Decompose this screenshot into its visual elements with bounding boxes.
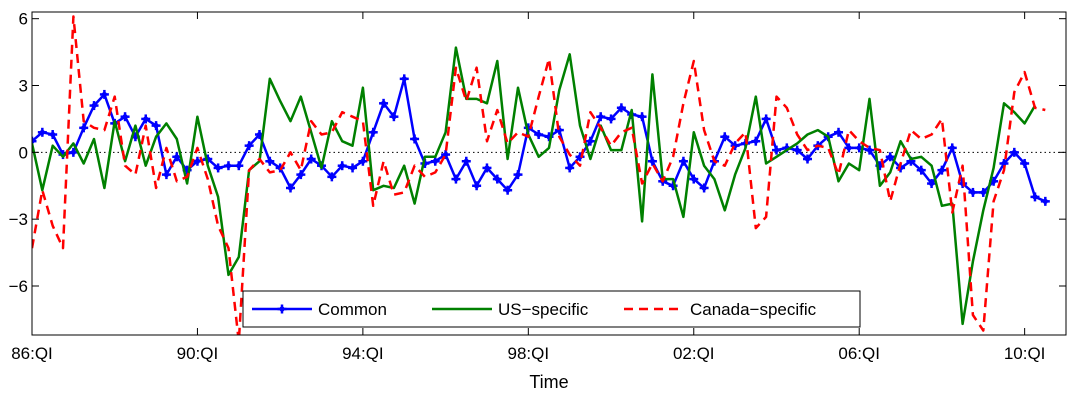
series-marker-0-29 bbox=[327, 172, 337, 182]
series-marker-0-19 bbox=[223, 161, 233, 171]
series-marker-0-92 bbox=[978, 187, 988, 197]
legend-label-2: Canada−specific bbox=[690, 300, 817, 319]
series-line-1 bbox=[32, 46, 1037, 326]
legend-box bbox=[242, 290, 861, 328]
series-marker-0-35 bbox=[389, 112, 399, 122]
legend: Common US−specific Canada−specific bbox=[242, 290, 861, 328]
series-marker-0-25 bbox=[286, 183, 295, 193]
series-marker-0-21 bbox=[244, 141, 254, 151]
series-marker-0-49 bbox=[534, 130, 544, 140]
series-marker-0-16 bbox=[192, 156, 202, 166]
x-tick-label: 06:QI bbox=[838, 344, 880, 363]
series-marker-0-98 bbox=[1040, 196, 1050, 206]
series-marker-0-59 bbox=[637, 112, 647, 122]
series-marker-0-23 bbox=[265, 156, 275, 166]
series-marker-0-56 bbox=[606, 114, 616, 124]
series-marker-0-31 bbox=[348, 163, 358, 173]
legend-marker-0 bbox=[277, 304, 287, 314]
series-marker-0-26 bbox=[296, 170, 306, 180]
series-marker-0-65 bbox=[699, 183, 709, 193]
x-tick-label: 98:QI bbox=[508, 344, 550, 363]
series-marker-0-12 bbox=[151, 121, 161, 131]
series-marker-0-72 bbox=[771, 145, 781, 155]
series-marker-0-78 bbox=[834, 127, 844, 137]
series-marker-0-6 bbox=[89, 101, 99, 111]
x-tick-label: 86:QI bbox=[11, 344, 53, 363]
series-marker-0-34 bbox=[379, 98, 389, 108]
legend-label-0: Common bbox=[318, 300, 387, 319]
series-marker-0-39 bbox=[430, 156, 440, 166]
series-marker-0-37 bbox=[410, 134, 420, 144]
series-marker-0-47 bbox=[513, 170, 523, 180]
series-marker-0-41 bbox=[451, 174, 461, 184]
y-tick-label: −3 bbox=[9, 210, 28, 229]
series-marker-0-11 bbox=[141, 114, 151, 124]
series-marker-0-83 bbox=[885, 152, 895, 162]
series-marker-0-4 bbox=[68, 147, 78, 157]
series-marker-0-20 bbox=[234, 161, 244, 171]
series-marker-0-86 bbox=[916, 165, 926, 175]
series-marker-0-32 bbox=[358, 156, 368, 166]
x-tick-label: 94:QI bbox=[342, 344, 384, 363]
series-marker-0-44 bbox=[482, 163, 492, 173]
x-axis-title: Time bbox=[529, 372, 568, 392]
series-marker-0-87 bbox=[927, 179, 937, 189]
series-marker-0-1 bbox=[37, 127, 47, 137]
series-marker-0-18 bbox=[213, 163, 223, 173]
series-marker-0-64 bbox=[689, 174, 699, 184]
series-marker-0-75 bbox=[803, 154, 812, 164]
series-marker-0-9 bbox=[120, 112, 130, 122]
series-marker-0-60 bbox=[647, 156, 657, 166]
series-marker-0-46 bbox=[503, 185, 513, 195]
series-marker-0-5 bbox=[79, 123, 89, 133]
series-marker-0-89 bbox=[947, 143, 957, 153]
series-marker-0-95 bbox=[1009, 147, 1019, 157]
series-marker-0-97 bbox=[1030, 192, 1040, 202]
series-marker-0-36 bbox=[399, 74, 409, 84]
series-marker-0-45 bbox=[492, 174, 502, 184]
series-marker-0-79 bbox=[844, 143, 854, 153]
series-marker-0-43 bbox=[472, 181, 482, 191]
y-tick-label: 3 bbox=[19, 77, 28, 96]
series-marker-0-52 bbox=[565, 163, 575, 173]
y-tick-label: 6 bbox=[19, 10, 28, 29]
series-marker-0-88 bbox=[937, 165, 947, 175]
series-marker-0-7 bbox=[99, 89, 109, 99]
x-tick-label: 90:QI bbox=[177, 344, 219, 363]
plot-frame bbox=[31, 11, 1067, 336]
series-marker-0-40 bbox=[441, 150, 451, 160]
series-marker-0-27 bbox=[306, 154, 316, 164]
series-marker-0-96 bbox=[1020, 158, 1030, 168]
series-line-2 bbox=[32, 15, 1046, 335]
series-marker-0-13 bbox=[161, 170, 171, 180]
series-marker-0-91 bbox=[968, 187, 978, 197]
series-marker-0-81 bbox=[865, 145, 875, 155]
legend-label-1: US−specific bbox=[498, 300, 589, 319]
x-tick-label: 02:QI bbox=[673, 344, 715, 363]
series-marker-0-33 bbox=[368, 127, 378, 137]
series-marker-0-70 bbox=[751, 136, 761, 146]
series-marker-0-54 bbox=[585, 136, 595, 146]
y-tick-label: −6 bbox=[9, 277, 28, 296]
series-marker-0-30 bbox=[337, 161, 347, 171]
series-marker-0-74 bbox=[792, 145, 802, 155]
series-marker-0-2 bbox=[48, 130, 58, 140]
series-marker-0-71 bbox=[761, 114, 771, 124]
series-marker-0-42 bbox=[461, 156, 471, 166]
series-marker-0-55 bbox=[596, 112, 606, 122]
series-marker-0-0 bbox=[32, 136, 37, 146]
x-tick-label: 10:QI bbox=[1004, 344, 1046, 363]
y-tick-label: 0 bbox=[19, 143, 28, 162]
series-marker-0-67 bbox=[720, 132, 730, 142]
series-marker-0-57 bbox=[616, 103, 626, 113]
series-marker-0-63 bbox=[678, 156, 688, 166]
